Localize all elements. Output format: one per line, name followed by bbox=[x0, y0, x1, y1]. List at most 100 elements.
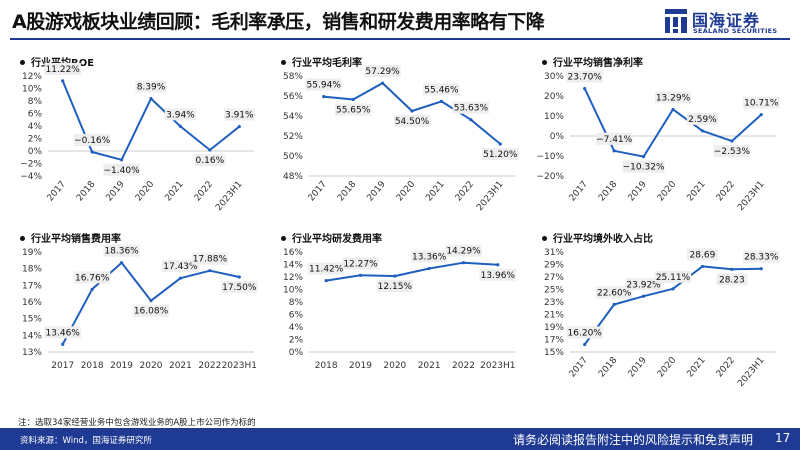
data-label: 57.29% bbox=[365, 67, 400, 77]
chart-rd-expense: 行业平均研发费用率 16% 14% 12% 10% 8% 6% 4% 2% 0% 2018 2019… bbox=[273, 230, 528, 402]
data-label: 53.63% bbox=[454, 104, 489, 114]
y-tick-label: 2% bbox=[28, 135, 43, 145]
data-label-bg bbox=[132, 304, 170, 317]
x-tick-label: 2017 bbox=[568, 356, 590, 380]
x-tick-label: 2018 bbox=[597, 355, 620, 379]
data-point bbox=[759, 267, 763, 271]
data-label: 10.71% bbox=[744, 99, 779, 109]
x-tick-label: 2020 bbox=[395, 179, 418, 203]
data-point bbox=[583, 87, 587, 91]
data-label: 14.29% bbox=[446, 247, 481, 257]
chart-selling-expense: 行业平均销售费用率 19% 18% 17% 16% 15% 14% 13% 2017 2018 2… bbox=[12, 230, 267, 402]
y-tick-label: 4% bbox=[28, 122, 43, 132]
bullet-dot bbox=[281, 235, 286, 241]
x-tick-label: 2020 bbox=[140, 361, 163, 371]
data-point bbox=[393, 274, 397, 278]
data-point bbox=[439, 99, 444, 103]
data-point bbox=[90, 287, 94, 291]
data-label-bg bbox=[44, 62, 81, 75]
x-tick-label: 2023H1 bbox=[222, 361, 257, 371]
y-tick-label: 12% bbox=[22, 72, 42, 82]
x-tick-label: 2022 bbox=[193, 180, 215, 204]
x-tick-label: 2021 bbox=[685, 180, 707, 204]
bullet-dot bbox=[281, 59, 286, 65]
data-label: 11.42% bbox=[309, 265, 344, 275]
y-tick-label: 17% bbox=[544, 336, 564, 346]
y-tick-label: 23% bbox=[544, 298, 564, 308]
data-label-bg bbox=[103, 244, 140, 257]
x-tick-label: 2019 bbox=[626, 355, 649, 379]
data-label-bg bbox=[452, 101, 490, 114]
y-tick-label: 16% bbox=[22, 298, 42, 308]
data-point bbox=[498, 142, 502, 146]
x-tick-label: 2022 bbox=[198, 361, 221, 371]
y-tick-label: 0% bbox=[28, 147, 43, 157]
data-label-bg bbox=[342, 257, 379, 270]
data-label-bg bbox=[445, 244, 482, 257]
x-tick-label: 2017 bbox=[307, 180, 329, 204]
data-label-bg bbox=[482, 148, 519, 160]
data-label: 0.16% bbox=[196, 156, 225, 166]
x-tick-label: 2020 bbox=[656, 179, 679, 203]
x-tick-label: 2022 bbox=[454, 180, 476, 204]
x-tick-label: 2018 bbox=[597, 179, 620, 203]
data-point bbox=[351, 97, 355, 102]
x-tick-label: 2023H1 bbox=[475, 180, 505, 214]
data-point bbox=[700, 264, 705, 269]
chart-roe: 行业平均ROE 12%10%8%6%4%2%0%−2%−4%2017201820… bbox=[12, 54, 267, 226]
data-label-bg bbox=[194, 154, 226, 166]
data-label: 3.94% bbox=[166, 110, 195, 120]
y-tick-label: 12% bbox=[283, 273, 303, 283]
x-tick-label: 2020 bbox=[383, 361, 406, 371]
data-label: 54.50% bbox=[395, 117, 430, 127]
data-label-bg bbox=[73, 271, 111, 284]
data-point bbox=[322, 95, 326, 99]
x-tick-label: 2018 bbox=[81, 361, 104, 371]
chart-title: 行业平均毛利率 bbox=[292, 58, 362, 69]
data-label: 28.23 bbox=[719, 275, 745, 285]
x-tick-label: 2017 bbox=[568, 180, 590, 204]
logo-chinese-name: 国海证券 bbox=[692, 11, 761, 30]
x-tick-label: 2021 bbox=[163, 180, 185, 204]
data-point bbox=[208, 269, 212, 273]
data-point bbox=[119, 261, 124, 265]
y-tick-label: 10% bbox=[283, 286, 303, 296]
chart-svg: 30% 20% 10% 0% −10% −20% 2017 2018 2019 2020 2021 2… bbox=[536, 70, 780, 213]
data-point bbox=[427, 266, 431, 271]
x-tick-label: 2019 bbox=[349, 361, 372, 371]
x-tick-label: 2017 bbox=[51, 361, 74, 371]
data-label-bg bbox=[716, 273, 748, 286]
y-tick-label: −20% bbox=[536, 172, 564, 182]
data-point bbox=[469, 118, 473, 122]
data-label: 2.59% bbox=[688, 115, 717, 125]
y-tick-label: 52% bbox=[283, 132, 303, 142]
data-label: −2.53% bbox=[714, 147, 751, 157]
data-label: 23.92% bbox=[626, 280, 661, 290]
x-tick-label: 2021 bbox=[169, 361, 192, 371]
data-label-bg bbox=[410, 250, 448, 263]
x-tick-label: 2018 bbox=[75, 179, 98, 203]
data-point bbox=[461, 261, 466, 265]
data-point bbox=[583, 342, 587, 347]
chart-svg: 31% 29% 27% 25% 23% 21% 19% 17% 15% 2017 2018 2019 2… bbox=[544, 248, 780, 389]
data-label: 17.43% bbox=[163, 262, 198, 272]
y-tick-label: 13% bbox=[22, 348, 42, 358]
x-tick-label: 2023H1 bbox=[480, 361, 515, 371]
data-point bbox=[208, 148, 212, 152]
data-label-bg bbox=[595, 286, 633, 299]
chart-svg: 12% 10% 8% 6% 4% 2% 0% −2% −4% 2017 2018 2019 2020 20… bbox=[20, 62, 255, 213]
y-tick-label: 19% bbox=[544, 323, 564, 333]
y-tick-label: 21% bbox=[544, 311, 564, 321]
x-tick-label: 2022 bbox=[452, 361, 475, 371]
data-point bbox=[700, 129, 705, 133]
data-label-bg bbox=[625, 278, 662, 291]
page-number: 17 bbox=[775, 431, 791, 445]
footer-bar: 资料来源：Wind，国海证券研究所 请务必阅读报告附注中的风险提示和免责声明 1… bbox=[0, 428, 800, 450]
y-tick-label: 20% bbox=[544, 92, 564, 102]
data-label: 13.46% bbox=[46, 328, 81, 338]
data-label-bg bbox=[162, 260, 199, 273]
y-tick-label: 8% bbox=[289, 298, 304, 308]
data-label: 22.60% bbox=[597, 289, 632, 299]
data-label-bg bbox=[622, 160, 665, 173]
data-label-bg bbox=[595, 132, 633, 145]
